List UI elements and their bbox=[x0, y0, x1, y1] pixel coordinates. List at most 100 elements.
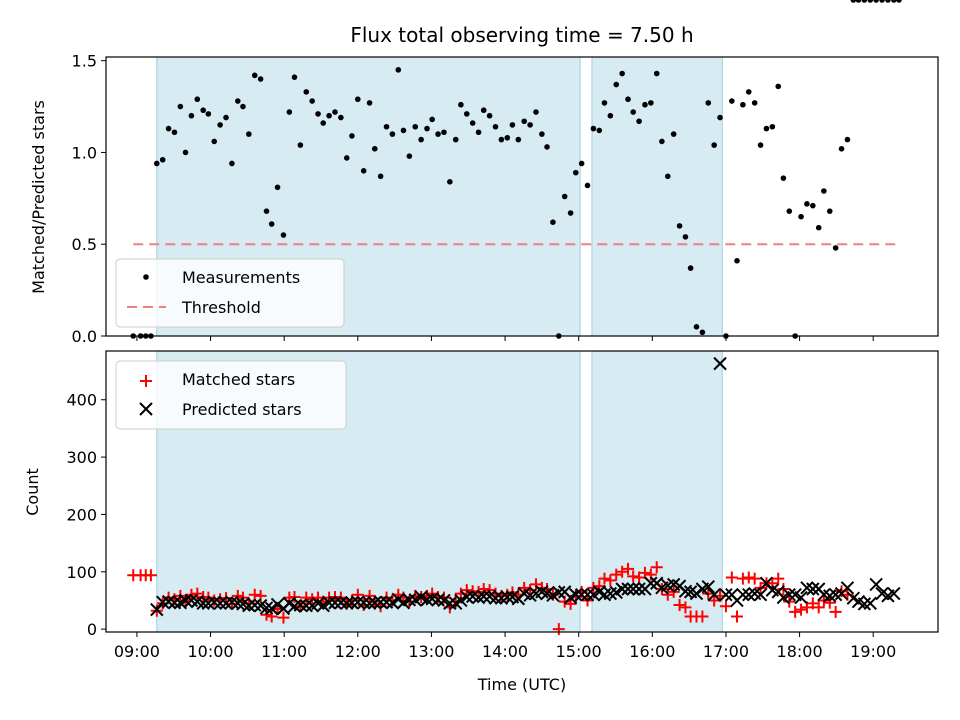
measurement-point bbox=[297, 142, 304, 148]
top-y-tick-label: 0.0 bbox=[72, 327, 97, 346]
measurement-point bbox=[349, 133, 355, 139]
matched-star-point bbox=[696, 610, 709, 623]
measurement-point bbox=[251, 72, 258, 79]
predicted-star-point bbox=[362, 596, 377, 611]
predicted-star-point bbox=[753, 588, 768, 602]
x-tick-label: 11:00 bbox=[261, 642, 307, 661]
matched-star-point bbox=[650, 561, 663, 574]
bottom-y-tick-label: 400 bbox=[66, 391, 97, 410]
legend-matched-label: Matched stars bbox=[182, 370, 295, 389]
top-panel: 0.0 0.5 1.0 1.5 Matched/Predicted stars Mea… bbox=[29, 0, 939, 346]
measurement-point bbox=[867, 0, 874, 3]
measurement-point bbox=[371, 145, 378, 152]
predicted-star-point bbox=[345, 596, 359, 610]
measurement-point bbox=[194, 96, 201, 103]
top-axis-ticks: 0.0 0.5 1.0 1.5 bbox=[72, 52, 874, 346]
measurement-point bbox=[676, 223, 683, 229]
measurement-point bbox=[734, 257, 740, 264]
bottom-y-tick-label: 200 bbox=[66, 505, 97, 524]
measurement-point bbox=[682, 234, 689, 240]
predicted-star-point bbox=[707, 588, 721, 602]
measurement-point bbox=[861, 0, 868, 3]
measurement-point bbox=[572, 169, 579, 176]
measurement-point bbox=[280, 232, 287, 238]
measurement-point bbox=[855, 0, 862, 3]
measurement-point bbox=[320, 120, 327, 126]
matched-star-point bbox=[742, 571, 755, 584]
bottom-panel: 09:00 10:00 11:00 12:00 13:00 14:00 15:00 16:00… bbox=[23, 350, 939, 694]
top-y-tick-label: 1.5 bbox=[72, 52, 97, 71]
matched-star-point bbox=[627, 570, 640, 583]
predicted-star-point bbox=[794, 590, 808, 605]
measurement-point bbox=[798, 213, 804, 220]
top-panel-frame bbox=[105, 56, 939, 337]
measurement-point bbox=[229, 160, 235, 167]
measurement-point bbox=[613, 81, 620, 88]
measurement-point bbox=[291, 74, 298, 80]
predicted-star-point bbox=[264, 601, 279, 616]
measurement-point bbox=[441, 129, 447, 136]
x-tick-label: 16:00 bbox=[629, 642, 675, 661]
matched-star-point bbox=[622, 562, 635, 575]
measurement-point bbox=[504, 134, 511, 141]
bottom-y-tick-label: 300 bbox=[66, 448, 97, 467]
measurement-point bbox=[896, 0, 902, 3]
measurement-point bbox=[619, 70, 625, 77]
x-tick-label: 18:00 bbox=[777, 642, 823, 661]
predicted-star-point bbox=[150, 602, 164, 617]
legend-predicted-label: Predicted stars bbox=[182, 400, 302, 419]
measurement-point bbox=[360, 168, 367, 174]
predicted-star-point bbox=[857, 597, 872, 611]
measurement-point bbox=[550, 219, 556, 225]
measurement-point bbox=[486, 112, 493, 119]
predicted-star-point bbox=[340, 596, 354, 611]
measurement-point bbox=[607, 112, 614, 119]
matched-star-point bbox=[144, 569, 157, 582]
measurement-point bbox=[395, 67, 402, 73]
measurement-point bbox=[567, 210, 574, 216]
top-y-tick-label: 0.5 bbox=[72, 235, 97, 254]
predicted-star-point bbox=[420, 593, 434, 607]
predicted-star-point bbox=[351, 595, 365, 609]
predicted-star-point bbox=[840, 581, 855, 595]
top-y-axis-label: Matched/Predicted stars bbox=[29, 100, 48, 294]
measurement-point bbox=[539, 131, 545, 137]
matched-star-point bbox=[460, 584, 473, 597]
predicted-star-point bbox=[373, 595, 388, 609]
matched-star-point bbox=[604, 574, 617, 587]
measurement-point bbox=[257, 76, 264, 82]
matched-star-point bbox=[518, 581, 531, 594]
predicted-star-point bbox=[356, 596, 371, 610]
measurement-point bbox=[879, 0, 885, 3]
matched-star-point bbox=[812, 601, 825, 614]
predicted-star-point bbox=[701, 579, 715, 594]
predicted-star-point bbox=[477, 589, 491, 604]
predicted-star-point bbox=[322, 596, 336, 610]
predicted-star-point bbox=[887, 586, 901, 601]
predicted-star-point bbox=[196, 596, 210, 611]
predicted-star-point bbox=[863, 596, 877, 611]
measurement-point bbox=[171, 129, 178, 136]
measurement-point bbox=[509, 122, 516, 128]
predicted-stars-points bbox=[150, 358, 901, 617]
predicted-star-point bbox=[678, 584, 693, 598]
predicted-star-point bbox=[869, 577, 883, 592]
predicted-star-point bbox=[806, 582, 820, 596]
legend-matched-marker bbox=[140, 375, 152, 387]
measurement-point bbox=[625, 96, 631, 103]
top-legend: Measurements Threshold bbox=[115, 258, 345, 328]
measurement-point bbox=[664, 173, 671, 180]
measurement-point bbox=[729, 98, 735, 104]
matched-star-point bbox=[587, 581, 600, 594]
legend-predicted-marker bbox=[139, 402, 153, 416]
x-tick-label: 14:00 bbox=[482, 642, 528, 661]
x-tick-label: 10:00 bbox=[187, 642, 233, 661]
bottom-shaded-interval bbox=[591, 350, 723, 633]
bottom-legend-box bbox=[115, 360, 347, 430]
measurement-point bbox=[200, 107, 206, 114]
measurement-point bbox=[533, 109, 539, 115]
measurement-point bbox=[159, 156, 166, 163]
legend-measurements-marker bbox=[143, 274, 149, 280]
measurement-point bbox=[740, 101, 746, 108]
